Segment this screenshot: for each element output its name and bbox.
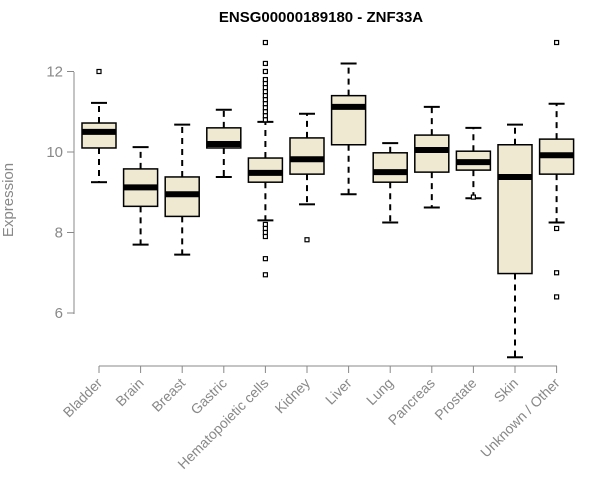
outlier-point xyxy=(262,233,268,240)
x-tick-label: Lung xyxy=(363,375,396,408)
y-tick-label: 8 xyxy=(55,225,63,242)
x-tick-label: Skin xyxy=(491,375,522,406)
box-iqr xyxy=(372,152,408,183)
outlier-point xyxy=(262,109,268,115)
x-tick-label: Liver xyxy=(322,375,355,408)
box-breast xyxy=(164,123,200,256)
outlier-point xyxy=(553,270,560,276)
outlier-point xyxy=(304,237,310,243)
box-brain xyxy=(122,146,159,246)
outlier-point xyxy=(262,60,268,67)
outlier-point xyxy=(553,294,560,300)
outlier-point xyxy=(262,272,268,278)
box-iqr xyxy=(289,137,325,175)
box-iqr xyxy=(330,94,367,146)
y-axis-label: Expression xyxy=(0,163,17,237)
outlier-point xyxy=(262,105,268,111)
x-tick-label: Kidney xyxy=(272,375,314,417)
outlier-point xyxy=(262,80,268,87)
y-tick-label: 6 xyxy=(55,305,63,322)
outlier-point xyxy=(262,84,268,91)
outlier-point xyxy=(262,39,268,46)
outlier-point xyxy=(262,113,268,119)
outlier-point xyxy=(262,225,268,232)
y-ticks: 6 8 10 12 xyxy=(46,64,74,322)
box-hematopoietic-cells xyxy=(247,39,284,278)
outlier-point xyxy=(262,256,268,262)
y-tick-label: 12 xyxy=(46,64,63,81)
outlier-point xyxy=(262,93,268,99)
outlier-point xyxy=(470,194,476,200)
x-tick-label: Prostate xyxy=(431,375,479,423)
x-tick-label: Breast xyxy=(148,375,188,415)
outlier-point xyxy=(262,229,268,236)
outlier-point xyxy=(553,39,560,46)
outlier-point xyxy=(262,101,268,107)
x-tick-label: Unknown / Other xyxy=(477,375,563,461)
outlier-point xyxy=(553,225,560,232)
box-lung xyxy=(372,142,408,224)
box-bladder xyxy=(81,68,117,184)
box-pancreas xyxy=(414,105,450,209)
outlier-point xyxy=(262,97,268,103)
box-iqr xyxy=(414,134,450,173)
x-tick-label: Brain xyxy=(112,375,146,409)
box-unknown-other xyxy=(538,39,575,300)
outlier-point xyxy=(96,68,102,75)
y-tick-label: 10 xyxy=(46,144,63,161)
box-skin xyxy=(497,123,533,359)
chart-title: ENSG00000189180 - ZNF33A xyxy=(219,9,423,26)
box-liver xyxy=(330,62,367,196)
x-tick-label: Bladder xyxy=(60,375,106,421)
outlier-point xyxy=(262,221,268,228)
box-prostate xyxy=(455,126,492,200)
outlier-point xyxy=(262,117,268,123)
outlier-point xyxy=(262,68,268,75)
box-iqr xyxy=(81,122,117,149)
outlier-point xyxy=(262,76,268,83)
outlier-point xyxy=(262,89,268,95)
box-kidney xyxy=(289,112,325,243)
box-iqr xyxy=(497,144,533,275)
box-gastric xyxy=(206,108,242,178)
boxes xyxy=(81,39,575,359)
